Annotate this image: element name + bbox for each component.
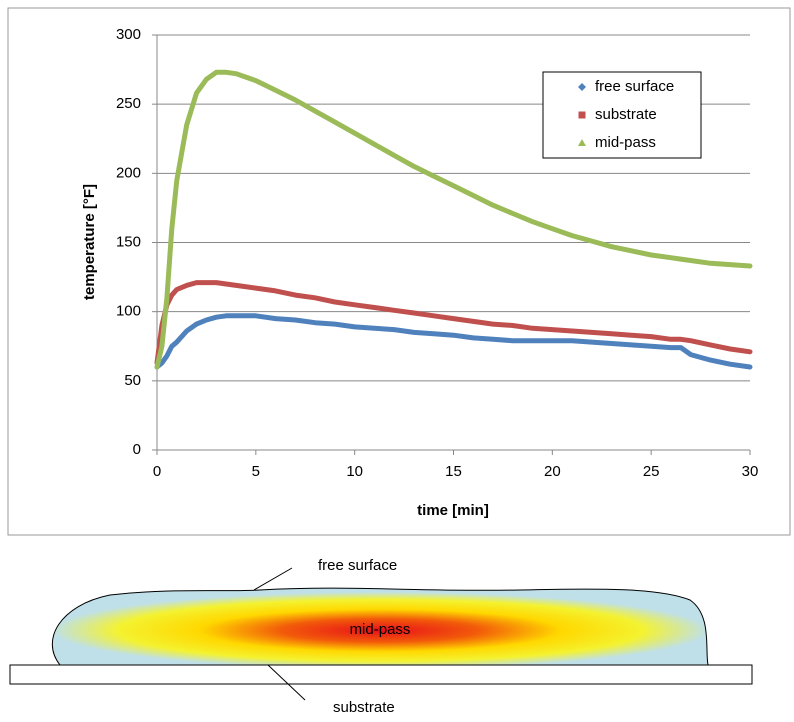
x-tick-label: 5 — [252, 463, 260, 480]
legend-box — [542, 71, 702, 159]
legend-marker — [578, 83, 586, 91]
leader-line — [253, 567, 293, 591]
y-tick-label: 100 — [116, 303, 141, 320]
pass-shape — [51, 587, 709, 666]
x-axis-label: time [min] — [417, 502, 489, 519]
x-tick-label: 10 — [346, 463, 363, 480]
diagram-label: free surface — [318, 557, 397, 574]
legend-label: free surface — [595, 78, 674, 95]
y-tick-label: 250 — [116, 95, 141, 112]
diagram-label: substrate — [333, 699, 395, 716]
x-tick-label: 20 — [544, 463, 561, 480]
y-tick-label: 300 — [116, 26, 141, 43]
legend-label: mid-pass — [595, 134, 656, 151]
leader-line — [267, 664, 306, 701]
series-line — [154, 280, 753, 366]
series-line — [154, 69, 753, 370]
x-tick-label: 15 — [445, 463, 462, 480]
y-tick-label: 200 — [116, 164, 141, 181]
substrate-shape — [9, 664, 753, 685]
legend-label: substrate — [595, 106, 657, 123]
x-tick-label: 25 — [643, 463, 660, 480]
diagram: free surface mid-pass substrate — [9, 557, 753, 716]
legend-marker — [578, 139, 586, 146]
diagram-label: mid-pass — [350, 621, 411, 638]
x-tick-label: 30 — [742, 463, 759, 480]
series-line — [154, 313, 753, 370]
legend-marker — [578, 111, 586, 119]
y-tick-label: 150 — [116, 233, 141, 250]
y-tick-label: 0 — [133, 441, 141, 458]
y-axis-label: temperature [°F] — [81, 184, 98, 300]
y-tick-label: 50 — [124, 372, 141, 389]
x-tick-label: 0 — [153, 463, 161, 480]
